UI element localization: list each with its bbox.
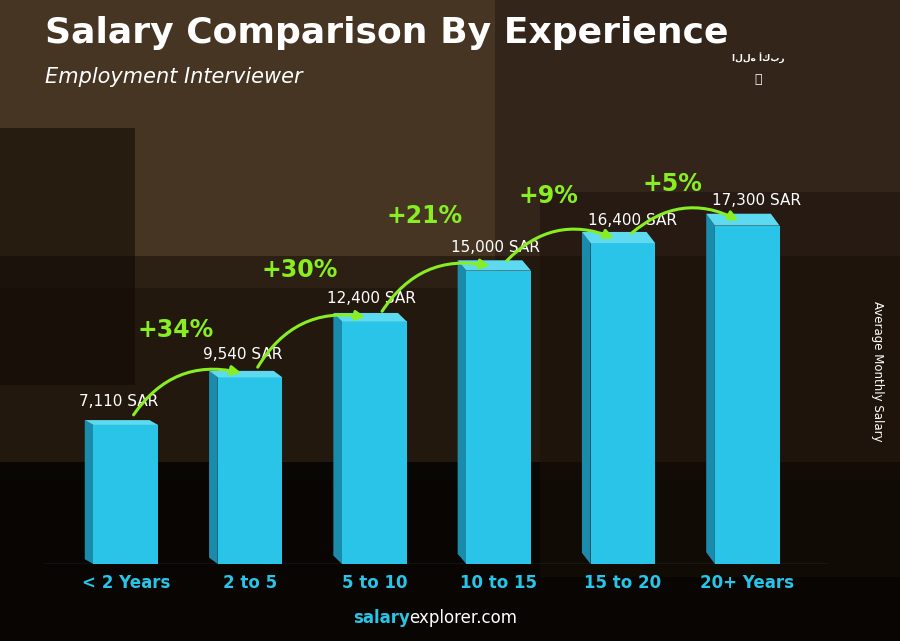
FancyArrowPatch shape	[133, 367, 238, 415]
Polygon shape	[457, 260, 466, 564]
Bar	[0, 128, 135, 385]
Polygon shape	[582, 232, 590, 564]
Text: 16,400 SAR: 16,400 SAR	[588, 213, 677, 228]
Bar	[466, 271, 531, 564]
Text: 15,000 SAR: 15,000 SAR	[452, 240, 540, 255]
Text: 9,540 SAR: 9,540 SAR	[202, 347, 283, 362]
Bar	[715, 226, 779, 564]
Polygon shape	[85, 420, 158, 425]
Polygon shape	[333, 313, 342, 564]
Text: Employment Interviewer: Employment Interviewer	[45, 67, 302, 87]
Bar	[495, 0, 900, 256]
Text: 12,400 SAR: 12,400 SAR	[327, 291, 416, 306]
Text: الله أكبر: الله أكبر	[732, 53, 785, 63]
Text: salary: salary	[353, 609, 410, 627]
Text: Salary Comparison By Experience: Salary Comparison By Experience	[45, 16, 728, 50]
Bar	[218, 378, 283, 564]
Polygon shape	[85, 420, 94, 564]
FancyArrowPatch shape	[507, 229, 611, 261]
Bar	[0, 0, 495, 288]
Bar	[0, 462, 900, 641]
Polygon shape	[706, 213, 779, 226]
Text: +30%: +30%	[262, 258, 338, 282]
Polygon shape	[706, 213, 715, 564]
Text: 7,110 SAR: 7,110 SAR	[78, 394, 158, 410]
Polygon shape	[333, 313, 407, 321]
FancyArrowPatch shape	[257, 312, 362, 367]
Text: +9%: +9%	[518, 184, 579, 208]
Polygon shape	[209, 371, 283, 378]
Text: 17,300 SAR: 17,300 SAR	[713, 193, 801, 208]
Polygon shape	[457, 260, 531, 271]
Text: explorer.com: explorer.com	[410, 609, 518, 627]
Bar	[342, 321, 407, 564]
Polygon shape	[582, 232, 655, 243]
FancyArrowPatch shape	[631, 208, 735, 233]
Text: ⸻: ⸻	[754, 74, 762, 87]
Bar	[94, 425, 158, 564]
Text: Average Monthly Salary: Average Monthly Salary	[871, 301, 884, 442]
Bar	[540, 192, 900, 577]
Bar	[0, 256, 900, 481]
Text: +34%: +34%	[138, 318, 213, 342]
Polygon shape	[209, 371, 218, 564]
Text: +5%: +5%	[643, 172, 703, 196]
FancyArrowPatch shape	[382, 260, 486, 312]
Text: +21%: +21%	[386, 204, 462, 228]
Bar	[590, 243, 655, 564]
